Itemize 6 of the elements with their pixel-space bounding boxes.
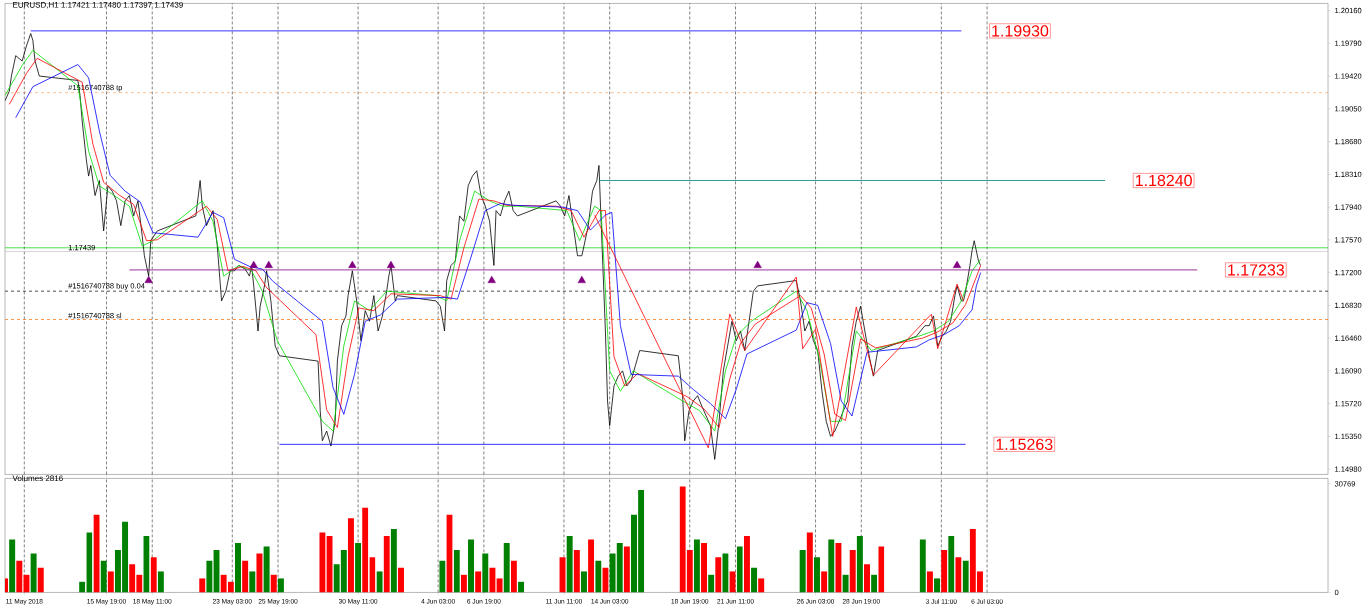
chart-title: Volumes 2816 — [12, 474, 63, 481]
chart-title: EURUSD,H1 1.17421 1.17480 1.17397 1.17439 — [13, 1, 183, 9]
series-label: 1.18240 — [1135, 174, 1192, 186]
series-label: 1.19930 — [992, 25, 1049, 37]
series-label: 1.15263 — [996, 438, 1053, 450]
series-label: 1.17233 — [1228, 264, 1285, 276]
